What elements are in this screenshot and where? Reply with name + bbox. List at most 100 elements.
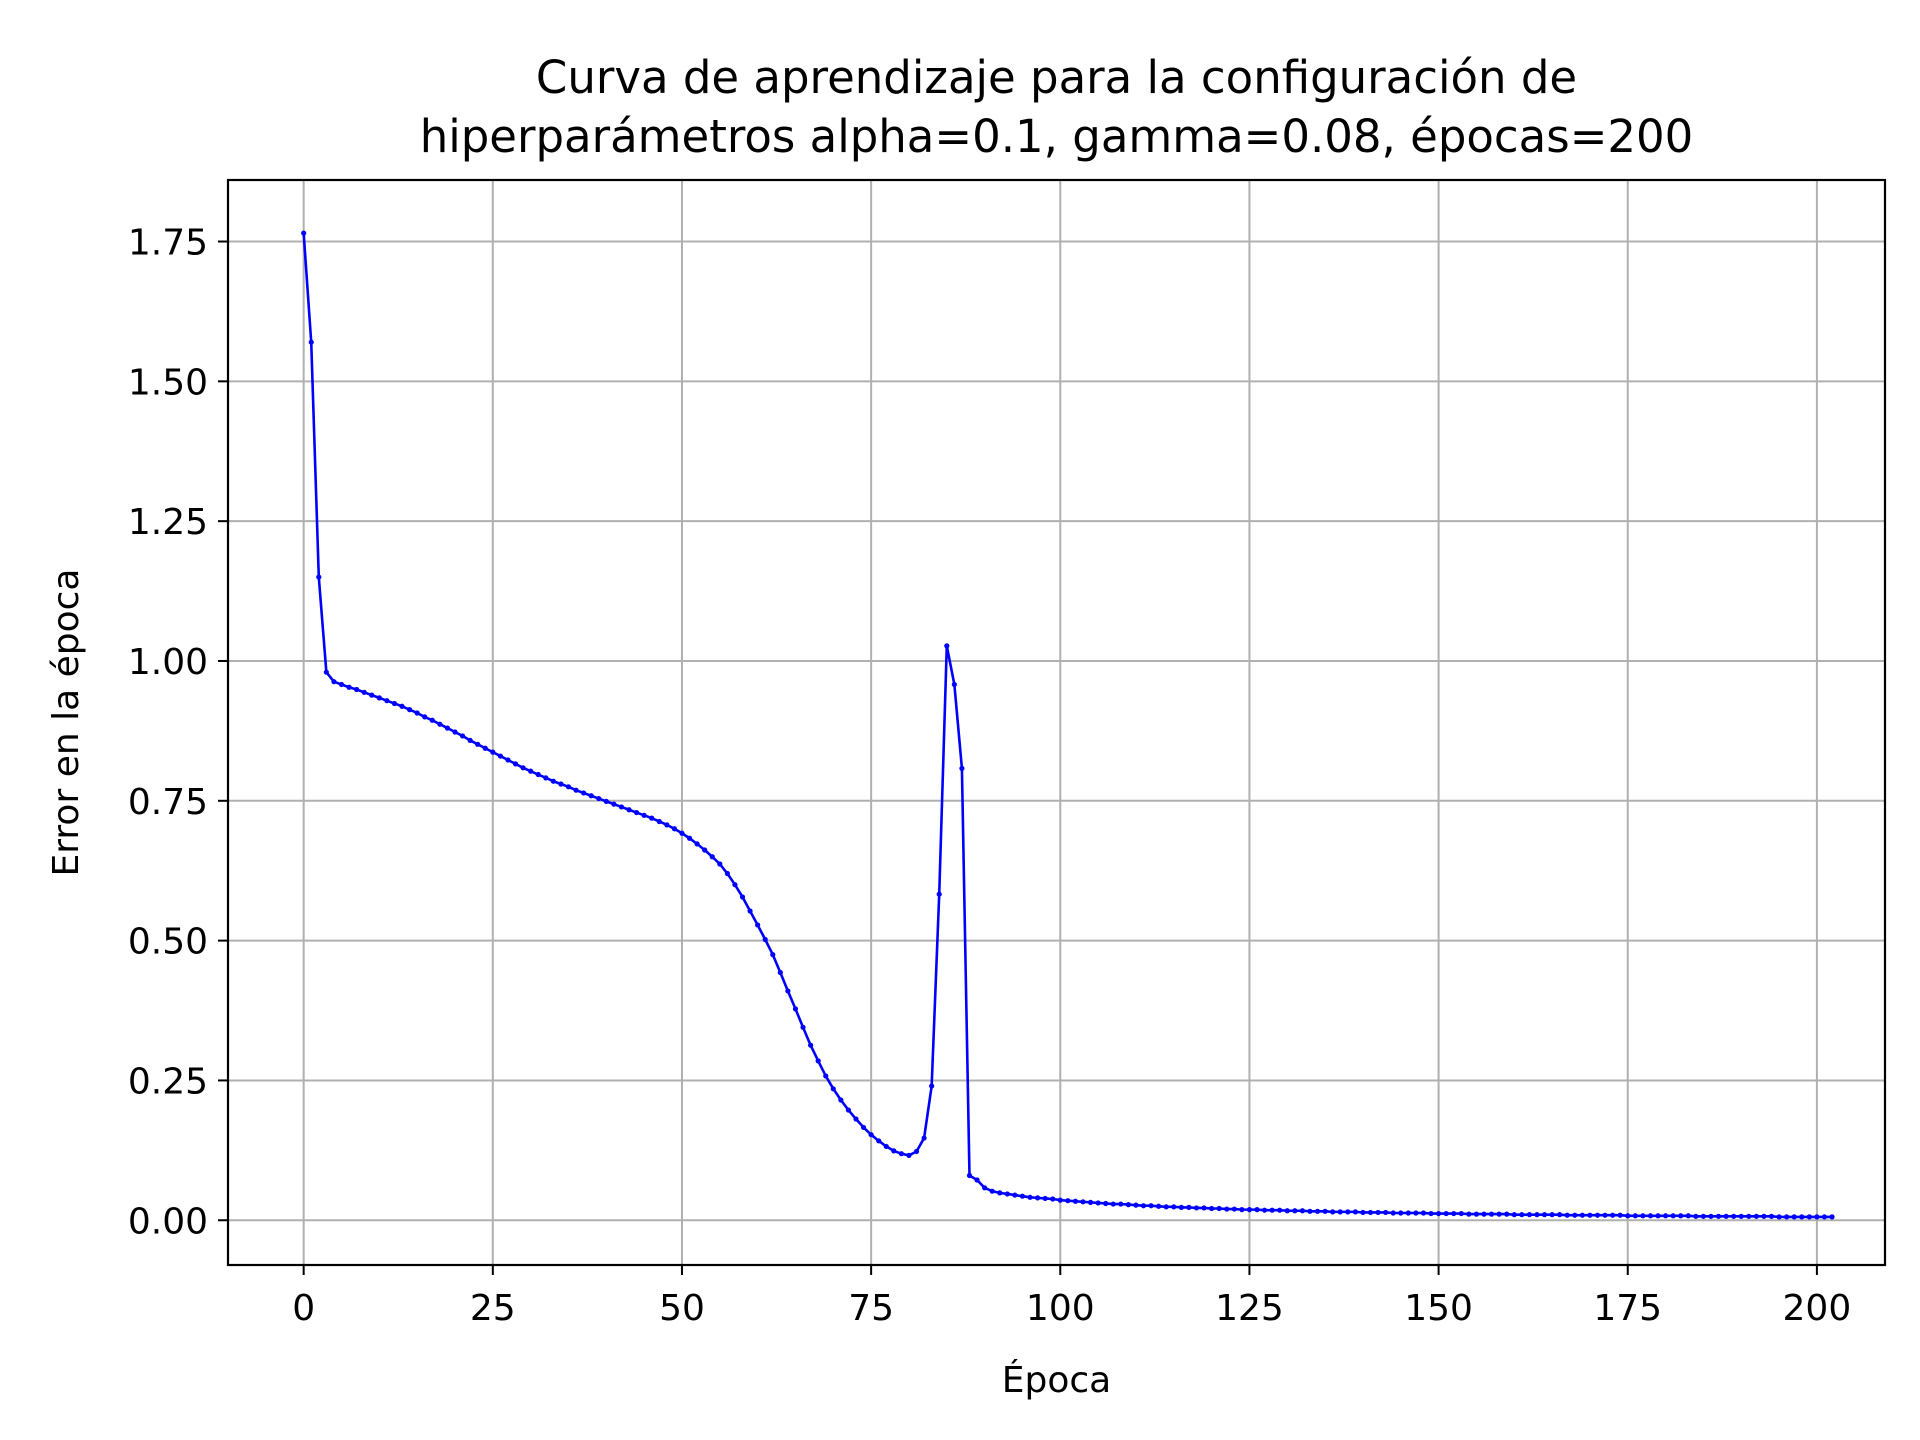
y-tick-label: 0.25: [128, 1061, 208, 1102]
x-tick-label: 175: [1593, 1288, 1662, 1329]
data-point: [581, 790, 587, 796]
data-point: [1269, 1207, 1275, 1213]
data-point: [1027, 1194, 1033, 1200]
data-point: [482, 745, 488, 751]
data-point: [1383, 1209, 1389, 1216]
data-point: [422, 714, 428, 720]
data-point: [1443, 1210, 1449, 1217]
data-point: [717, 861, 723, 867]
data-point: [913, 1148, 920, 1155]
data-point: [1125, 1202, 1131, 1208]
data-point: [1776, 1214, 1782, 1220]
data-point: [1345, 1209, 1351, 1215]
data-point: [1277, 1207, 1283, 1213]
data-point: [1103, 1200, 1109, 1207]
plot-frame: [226, 178, 1887, 1267]
data-point: [1678, 1213, 1684, 1219]
data-point: [770, 952, 776, 958]
data-point: [1178, 1204, 1184, 1210]
data-point: [1019, 1193, 1026, 1199]
data-point: [1209, 1205, 1215, 1212]
data-point: [1163, 1204, 1169, 1210]
data-point: [1466, 1211, 1472, 1217]
data-point: [853, 1116, 859, 1122]
data-point: [459, 733, 466, 739]
data-point: [724, 870, 730, 877]
data-point: [376, 695, 382, 701]
data-point: [1731, 1213, 1737, 1219]
data-point: [1314, 1208, 1321, 1214]
data-point: [406, 707, 413, 713]
data-point: [785, 988, 791, 994]
data-point: [1799, 1214, 1805, 1220]
data-point: [860, 1124, 867, 1131]
data-point: [1693, 1213, 1699, 1219]
data-point: [898, 1151, 904, 1157]
x-axis-label: Época: [1002, 1359, 1111, 1401]
data-point: [1118, 1201, 1124, 1207]
data-point: [331, 679, 337, 685]
data-point: [997, 1190, 1003, 1196]
y-tick-label: 1.00: [128, 642, 208, 683]
x-tick-label: 100: [1026, 1288, 1095, 1329]
y-tick-label: 1.50: [128, 362, 208, 403]
data-point: [936, 891, 942, 897]
data-point: [1171, 1204, 1177, 1210]
data-point: [679, 830, 685, 836]
data-point: [656, 818, 662, 825]
data-point: [1398, 1210, 1404, 1216]
data-point: [694, 841, 700, 847]
data-point: [323, 669, 329, 675]
data-point: [626, 807, 632, 813]
data-point: [338, 681, 345, 688]
data-point: [1148, 1203, 1154, 1209]
data-point: [891, 1148, 897, 1154]
x-tick-label: 25: [470, 1288, 516, 1329]
y-tick-label: 0.00: [128, 1201, 208, 1242]
data-point: [497, 753, 503, 759]
series-layer: [301, 230, 1835, 1220]
data-point: [906, 1152, 912, 1158]
data-point: [1625, 1213, 1631, 1219]
data-point: [966, 1172, 973, 1179]
data-point: [603, 798, 609, 804]
data-point: [1261, 1207, 1268, 1213]
data-point: [1420, 1210, 1427, 1216]
data-point: [588, 793, 594, 799]
data-point: [982, 1185, 988, 1191]
data-point: [1133, 1202, 1139, 1208]
data-point: [845, 1107, 852, 1113]
data-point: [1488, 1211, 1495, 1217]
data-point: [1504, 1211, 1510, 1217]
data-point: [1299, 1208, 1305, 1214]
data-point: [1700, 1213, 1707, 1219]
data-point: [1193, 1205, 1200, 1211]
data-point: [618, 804, 625, 810]
data-point: [1451, 1210, 1457, 1217]
x-tick-label: 50: [659, 1288, 705, 1329]
data-point: [1428, 1210, 1434, 1217]
data-point: [1254, 1207, 1260, 1213]
data-point: [989, 1188, 995, 1194]
data-point: [475, 741, 481, 747]
data-point: [1140, 1203, 1147, 1209]
data-point: [301, 230, 307, 236]
data-point: [1072, 1198, 1079, 1204]
data-point: [671, 826, 678, 832]
data-point: [1216, 1205, 1222, 1212]
data-point: [467, 737, 473, 744]
data-point: [1201, 1205, 1207, 1211]
data-point: [1231, 1206, 1237, 1212]
data-point: [686, 835, 693, 841]
data-point: [1610, 1212, 1616, 1218]
data-point: [535, 771, 541, 778]
data-point: [384, 698, 390, 704]
data-point: [1246, 1207, 1253, 1213]
chart-title-line-1: Curva de aprendizaje para la configuraci…: [536, 51, 1577, 104]
data-point: [316, 574, 322, 580]
data-point: [747, 908, 753, 914]
data-point: [974, 1177, 980, 1183]
data-point: [1632, 1213, 1638, 1219]
